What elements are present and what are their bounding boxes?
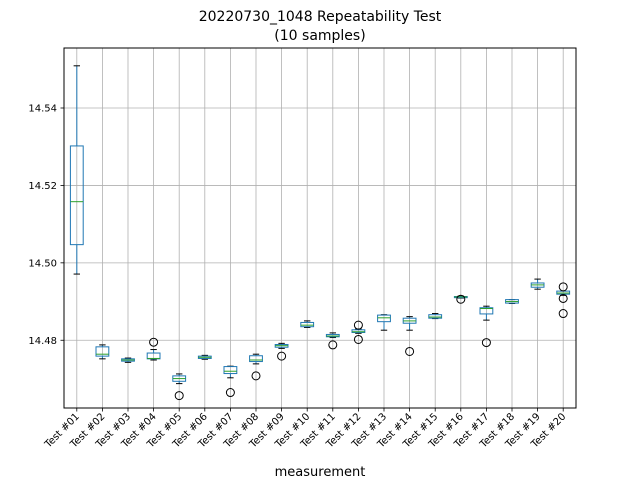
flier-point: [328, 340, 338, 350]
y-tick-label: 14.50: [28, 258, 57, 269]
box-item: [428, 313, 443, 320]
chart-title: 20220730_1048 Repeatability Test: [199, 9, 442, 25]
flier-point: [251, 371, 261, 381]
box-item: [172, 373, 187, 401]
box-item: [325, 332, 340, 350]
box-item: [479, 305, 494, 348]
y-tick-label: 14.54: [28, 104, 57, 115]
flier-point: [558, 293, 568, 303]
box-iqr: [249, 355, 263, 363]
box-item: [95, 344, 110, 360]
box-iqr: [95, 346, 110, 357]
x-axis-label: measurement: [275, 465, 366, 480]
box-item: [146, 337, 161, 361]
box-iqr: [377, 314, 391, 323]
chart-subtitle: (10 samples): [274, 28, 365, 44]
box-item: [121, 357, 135, 363]
flier-point: [481, 338, 491, 348]
y-tick-label: 14.52: [28, 181, 57, 192]
grid-lines: [64, 48, 576, 408]
flier-point: [149, 337, 159, 347]
flier-point: [225, 388, 235, 398]
box-iqr: [428, 314, 443, 319]
box-iqr: [69, 145, 84, 246]
box-item: [505, 299, 519, 304]
flier-point: [558, 282, 568, 292]
box-item: [556, 282, 571, 319]
plot-frame: [63, 47, 577, 409]
flier-point: [353, 334, 363, 344]
box-item: [530, 278, 545, 290]
box-item: [300, 320, 315, 328]
box-item: [223, 365, 238, 398]
box-item: [249, 353, 263, 381]
flier-point: [405, 346, 415, 356]
box-iqr: [223, 366, 238, 375]
box-item: [453, 294, 468, 304]
flier-point: [456, 294, 466, 304]
box-item: [197, 354, 212, 360]
y-axis: 14.48 14.50 14.52 14.54: [28, 104, 64, 347]
y-tick-label: 14.48: [28, 336, 57, 347]
box-item: [351, 320, 366, 344]
flier-point: [558, 309, 568, 319]
box-iqr: [300, 321, 315, 328]
box-item: [69, 65, 84, 275]
box-item: [377, 314, 391, 331]
box-item: [274, 342, 289, 361]
flier-point: [174, 391, 184, 401]
box-iqr: [351, 329, 366, 334]
box-group: [69, 65, 571, 401]
box-item: [402, 316, 417, 356]
flier-point: [277, 351, 287, 361]
box-iqr: [479, 307, 494, 315]
flier-point: [353, 320, 363, 330]
